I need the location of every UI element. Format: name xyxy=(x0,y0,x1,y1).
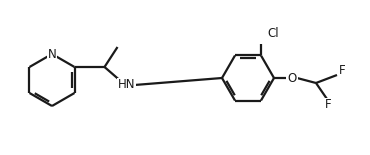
Text: HN: HN xyxy=(118,78,135,91)
Text: Cl: Cl xyxy=(267,27,279,40)
Text: F: F xyxy=(339,64,345,78)
Text: F: F xyxy=(325,98,331,111)
Text: O: O xyxy=(287,71,297,84)
Text: N: N xyxy=(48,47,56,60)
